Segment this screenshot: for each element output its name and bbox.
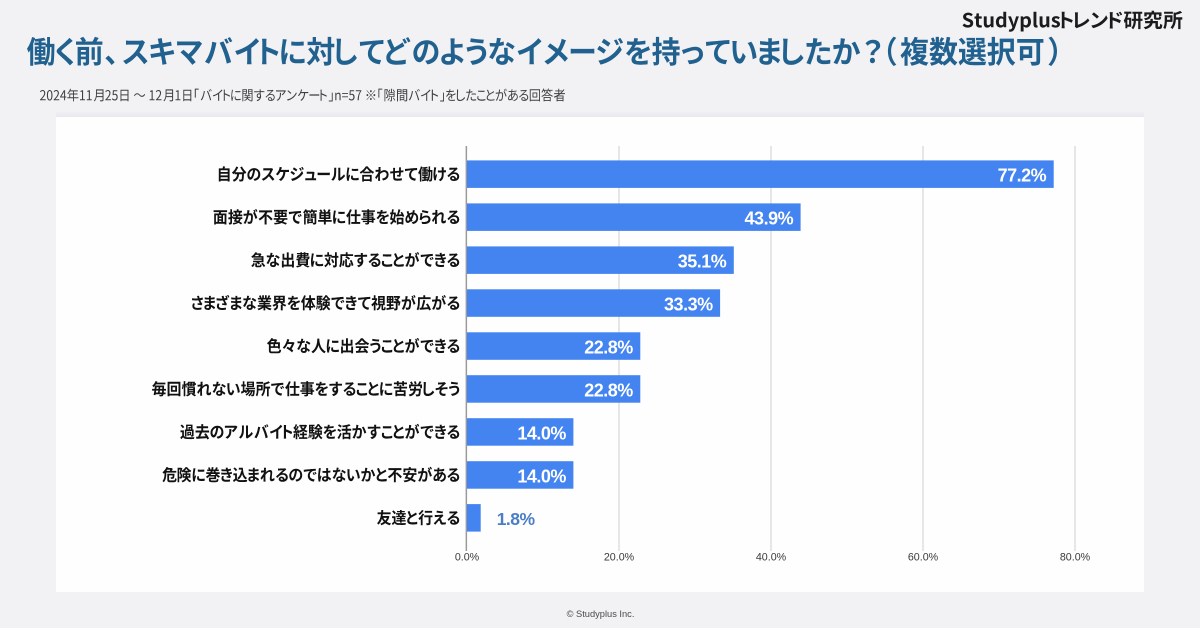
svg-text:60.0%: 60.0% xyxy=(908,552,939,564)
svg-text:14.0%: 14.0% xyxy=(517,423,566,443)
svg-text:77.2%: 77.2% xyxy=(998,166,1047,186)
svg-text:20.0%: 20.0% xyxy=(604,552,635,564)
svg-text:14.0%: 14.0% xyxy=(517,466,566,486)
svg-text:22.8%: 22.8% xyxy=(584,337,633,357)
svg-text:© Studyplus Inc.: © Studyplus Inc. xyxy=(567,609,635,619)
svg-text:43.9%: 43.9% xyxy=(745,209,794,229)
svg-text:33.3%: 33.3% xyxy=(664,295,713,315)
svg-text:40.0%: 40.0% xyxy=(756,552,787,564)
svg-text:35.1%: 35.1% xyxy=(678,252,727,272)
svg-text:80.0%: 80.0% xyxy=(1060,552,1091,564)
svg-text:1.8%: 1.8% xyxy=(497,509,536,529)
svg-text:22.8%: 22.8% xyxy=(584,380,633,400)
svg-text:0.0%: 0.0% xyxy=(455,552,480,564)
